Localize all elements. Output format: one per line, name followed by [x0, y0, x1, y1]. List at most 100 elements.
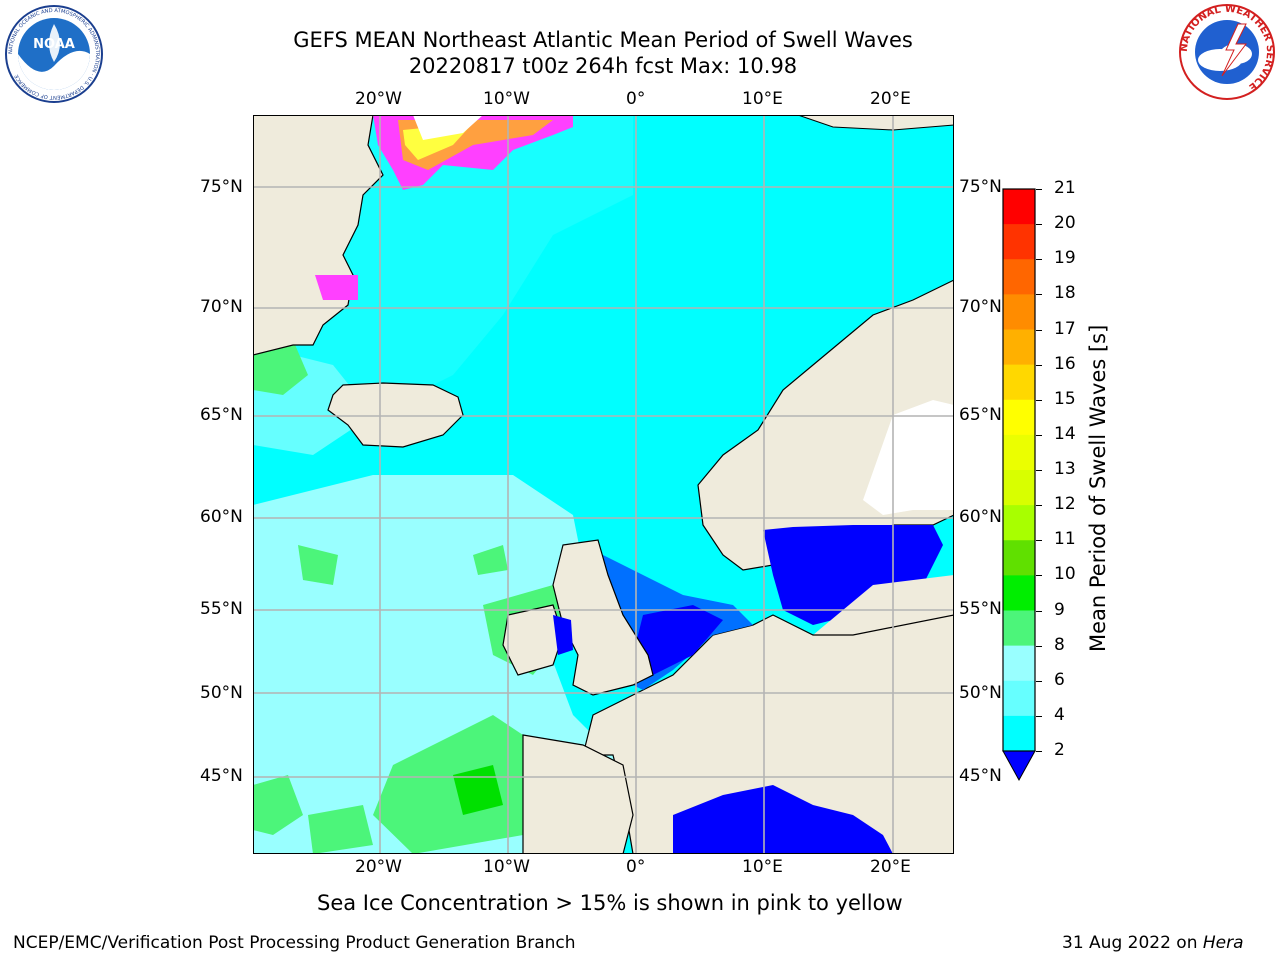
lon-tick-bottom-10w: 10°W — [483, 857, 530, 877]
colorbar-level-label: 15 — [1054, 388, 1076, 409]
colorbar-tick — [1036, 505, 1042, 507]
colorbar-swatch — [1003, 505, 1035, 541]
lon-tick-top-10e: 10°E — [742, 89, 783, 109]
lat-tick-left-60n: 60°N — [200, 507, 243, 527]
lat-tick-right-45n: 45°N — [959, 766, 1002, 786]
lon-tick-bottom-10e: 10°E — [742, 857, 783, 877]
gulf-of-bothnia-nodata — [863, 400, 954, 515]
lat-tick-right-55n: 55°N — [959, 599, 1002, 619]
map-frame — [253, 115, 954, 854]
lon-tick-top-20e: 20°E — [870, 89, 911, 109]
colorbar-tick — [1036, 294, 1042, 296]
colorbar-tick — [1036, 364, 1042, 366]
colorbar-swatch — [1003, 575, 1035, 611]
lon-tick-bottom-20e: 20°E — [870, 857, 911, 877]
colorbar-level-label: 20 — [1054, 213, 1076, 234]
lat-tick-right-65n: 65°N — [959, 405, 1002, 425]
colorbar-swatch — [1003, 224, 1035, 260]
lat-tick-left-45n: 45°N — [200, 766, 243, 786]
colorbar-level-label: 21 — [1054, 178, 1076, 198]
colorbar-swatches — [1003, 189, 1035, 752]
irish-sea — [553, 615, 573, 655]
colorbar-swatch — [1003, 364, 1035, 401]
noaa-logo-text: NOAA — [33, 37, 75, 52]
iberia — [522, 734, 634, 854]
colorbar-level-label: 14 — [1054, 423, 1076, 444]
colorbar-swatch — [1003, 434, 1035, 471]
lat-tick-left-70n: 70°N — [200, 297, 243, 317]
iceland — [327, 382, 464, 448]
southern-north-sea — [633, 605, 723, 675]
noaa-logo: NOAA NATIONAL OCEANIC AND ATMOSPHERIC AD… — [5, 5, 103, 103]
colorbar-swatch — [1003, 470, 1035, 506]
colorbar-swatch — [1003, 715, 1035, 752]
colorbar — [1002, 188, 1036, 782]
colorbar-tick — [1036, 540, 1042, 542]
colorbar-tick — [1036, 224, 1042, 226]
lon-tick-top-10w: 10°W — [483, 89, 530, 109]
colorbar-tick — [1036, 434, 1042, 436]
colorbar-swatch — [1003, 610, 1035, 647]
sea-ice-east-greenland — [315, 275, 358, 300]
colorbar-tick — [1036, 189, 1042, 190]
colorbar-level-label: 10 — [1054, 564, 1076, 585]
lon-tick-bottom-20w: 20°W — [355, 857, 402, 877]
colorbar-swatch — [1003, 680, 1035, 717]
sea-ice-note: Sea Ice Concentration > 15% is shown in … — [317, 891, 903, 915]
sea-ice-nodata — [413, 115, 483, 140]
ireland — [502, 604, 564, 676]
greenland — [253, 115, 384, 356]
lat-tick-left-55n: 55°N — [200, 599, 243, 619]
colorbar-level-label: 19 — [1054, 248, 1076, 269]
colorbar-level-label: 11 — [1054, 529, 1076, 550]
colorbar-border — [1002, 188, 1036, 752]
lon-tick-top-0: 0° — [626, 89, 646, 109]
lon-tick-bottom-0: 0° — [626, 857, 646, 877]
colorbar-labels: 21 20 19 18 17 16 15 14 13 12 11 10 9 8 6 4 2 — [1036, 178, 1084, 778]
lat-tick-right-75n: 75°N — [959, 177, 1002, 197]
colorbar-level-label: 17 — [1054, 318, 1076, 339]
footer-date: 31 Aug 2022 on — [1062, 933, 1203, 953]
nws-logo: NATIONAL WEATHER SERVICE — [1179, 4, 1275, 100]
chart-subtitle: 20220817 t00z 264h fcst Max: 10.98 — [408, 54, 798, 78]
lat-tick-left-75n: 75°N — [200, 177, 243, 197]
colorbar-swatch — [1003, 259, 1035, 295]
colorbar-tick — [1036, 575, 1042, 577]
colorbar-level-label: 8 — [1054, 634, 1065, 655]
swell-period-map — [253, 115, 954, 854]
colorbar-tick — [1036, 680, 1042, 682]
colorbar-title: Mean Period of Swell Waves [s] — [1086, 324, 1110, 652]
lat-tick-right-60n: 60°N — [959, 507, 1002, 527]
colorbar-tick — [1036, 399, 1042, 401]
colorbar-level-label: 13 — [1054, 459, 1076, 479]
colorbar-level-label: 4 — [1054, 704, 1065, 725]
colorbar-level-label: 12 — [1054, 494, 1076, 515]
colorbar-swatch — [1003, 294, 1035, 330]
colorbar-level-label: 16 — [1054, 353, 1076, 374]
colorbar-swatch — [1003, 189, 1035, 225]
colorbar-level-label: 6 — [1054, 669, 1065, 690]
colorbar-tick — [1036, 329, 1042, 331]
colorbar-underflow-triangle — [1002, 750, 1036, 782]
footer-left: NCEP/EMC/Verification Post Processing Pr… — [13, 933, 576, 953]
colorbar-level-label: 2 — [1054, 740, 1065, 760]
footer-right: 31 Aug 2022 on Hera — [1062, 933, 1244, 953]
lon-tick-top-20w: 20°W — [355, 89, 402, 109]
colorbar-tick — [1036, 751, 1042, 752]
colorbar-tick — [1036, 470, 1042, 471]
colorbar-tick — [1036, 259, 1042, 261]
chart-title: GEFS MEAN Northeast Atlantic Mean Period… — [293, 28, 913, 52]
colorbar-tick — [1036, 645, 1042, 647]
colorbar-level-label: 9 — [1054, 599, 1065, 620]
lat-tick-right-50n: 50°N — [959, 683, 1002, 703]
lat-tick-right-70n: 70°N — [959, 297, 1002, 317]
colorbar-level-label: 18 — [1054, 283, 1076, 304]
svalbard — [797, 115, 954, 131]
colorbar-tick — [1036, 715, 1042, 717]
colorbar-swatch — [1003, 329, 1035, 366]
lat-tick-left-65n: 65°N — [200, 405, 243, 425]
lat-tick-left-50n: 50°N — [200, 683, 243, 703]
graticule — [253, 115, 954, 854]
colorbar-swatch — [1003, 540, 1035, 576]
mediterranean-sea — [673, 785, 893, 854]
